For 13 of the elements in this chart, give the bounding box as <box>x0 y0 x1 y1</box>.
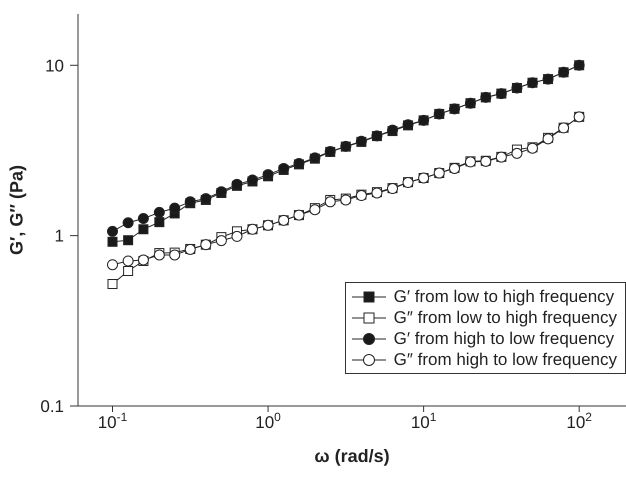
y-tick-label: 10 <box>45 56 64 76</box>
legend-label: G″ from high to low frequency <box>394 350 617 370</box>
y-axis-title: G′, G″ (Pa) <box>6 165 26 255</box>
legend-label: G′ from high to low frequency <box>394 328 614 348</box>
legend-label: G′ from low to high frequency <box>394 286 614 306</box>
y-tick-label: 0.1 <box>40 397 64 416</box>
x-tick-label: 10$^{1}$ <box>410 410 437 432</box>
x-tick-label: 10$^{0}$ <box>255 410 282 432</box>
legend-label: G″ from low to high frequency <box>394 308 617 328</box>
x-tick-label: 10$^{-1}$ <box>98 410 128 432</box>
x-tick-label: 10$^{2}$ <box>566 410 592 432</box>
y-tick-label: 1 <box>54 226 64 246</box>
x-axis-title: ω (rad/s) <box>314 446 390 466</box>
